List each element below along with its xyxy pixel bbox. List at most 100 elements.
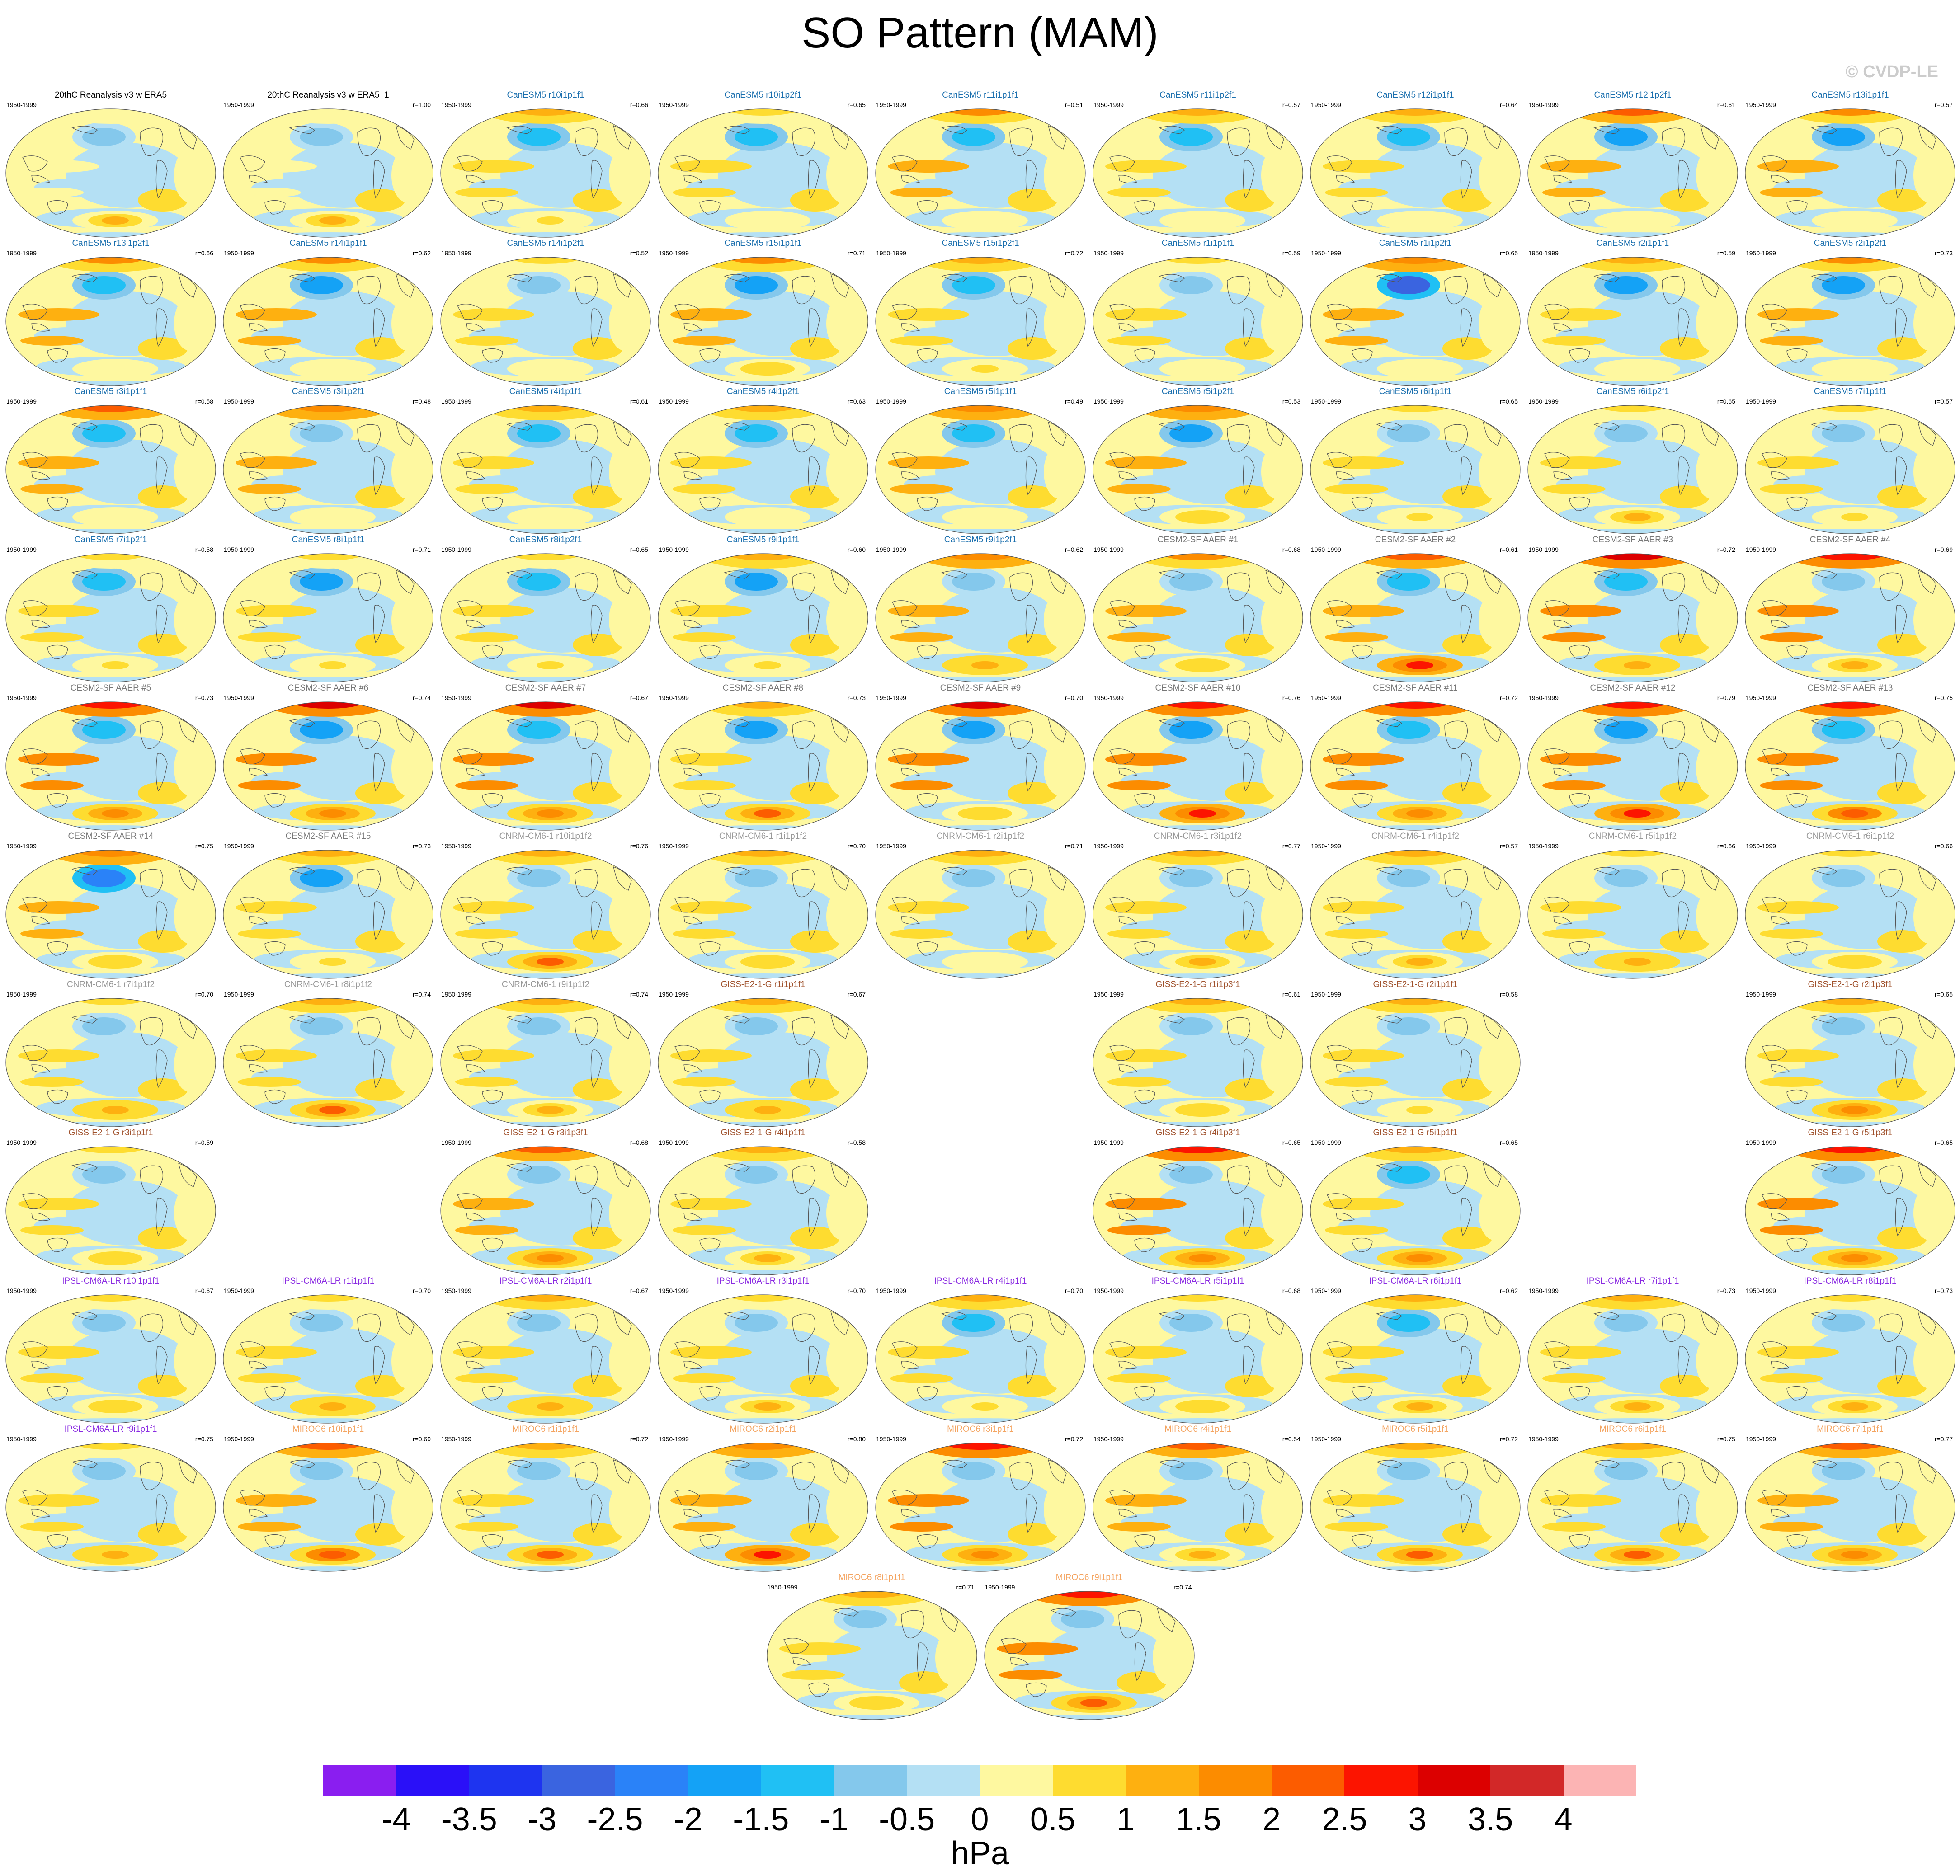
south-pacific-high	[1189, 513, 1216, 521]
positive-band	[1757, 160, 1839, 173]
positive-band	[18, 605, 99, 617]
credit-label: © CVDP-LE	[1845, 62, 1938, 81]
positive-band	[1105, 753, 1187, 766]
north-pacific-low	[1822, 869, 1865, 887]
positive-band	[1107, 780, 1171, 790]
south-pacific-high	[754, 365, 781, 373]
coastline	[1811, 1312, 1837, 1320]
panel-correlation: r=0.48	[412, 398, 431, 405]
panel-title: CNRM-CM6-1 r8i1p1f2	[284, 980, 372, 989]
positive-region	[1877, 1078, 1927, 1101]
north-pacific-low	[1604, 424, 1648, 442]
map-plot	[440, 850, 651, 979]
positive-band	[18, 308, 99, 321]
positive-band	[18, 1346, 99, 1359]
coastline	[792, 1017, 815, 1046]
panel-title: MIROC6 r2i1p1f1	[730, 1425, 796, 1434]
positive-band	[1540, 1346, 1621, 1359]
south-pacific-high	[754, 216, 781, 225]
coastline	[47, 1237, 68, 1252]
positive-region	[1442, 1078, 1492, 1101]
positive-band	[1542, 632, 1606, 642]
coastline	[808, 1049, 820, 1088]
positive-band	[1105, 456, 1187, 469]
coastline	[466, 1213, 485, 1221]
coastline	[264, 1534, 286, 1549]
antarctic-region	[1325, 1270, 1506, 1275]
coastline	[1569, 941, 1590, 956]
map-panel: GISS-E2-1-G r1i1p1f1 1950-1999 r=0.67	[657, 980, 869, 1129]
north-pacific-low	[517, 1166, 561, 1184]
panel-years: 1950-1999	[6, 101, 37, 108]
coastline	[792, 424, 815, 453]
coastline	[590, 901, 603, 940]
panel-years: 1950-1999	[1311, 991, 1341, 998]
map-panel: CanESM5 r2i1p1f1 1950-1999 r=0.59	[1527, 239, 1739, 388]
map-border	[875, 1294, 1086, 1424]
south-pacific-high	[537, 216, 564, 225]
map-border	[658, 108, 868, 238]
panel-years: 1950-1999	[659, 1139, 689, 1146]
antarctic-region	[1760, 232, 1941, 237]
panel-correlation: r=0.71	[412, 546, 431, 553]
coastline	[466, 768, 485, 776]
coastline	[1265, 718, 1284, 743]
coastline	[939, 1608, 958, 1632]
coastline	[466, 1064, 485, 1073]
coastline	[1677, 160, 1690, 199]
coastline	[1327, 155, 1352, 172]
antarctic-region	[1325, 232, 1506, 237]
south-pacific-high	[102, 513, 129, 521]
map-plot	[5, 257, 216, 386]
map-border	[440, 1146, 651, 1275]
map-border	[223, 701, 433, 831]
antarctic-region	[1107, 381, 1288, 386]
panel-years: 1950-1999	[441, 694, 471, 701]
positive-band	[18, 901, 99, 914]
positive-band	[1325, 1522, 1388, 1532]
south-pacific-high	[319, 1402, 346, 1411]
map-panel: CanESM5 r7i1p2f1 1950-1999 r=0.58	[5, 535, 217, 684]
north-pacific-low	[1169, 573, 1213, 591]
map-border	[1093, 553, 1303, 682]
coastline	[1677, 901, 1690, 940]
coastline	[1444, 1165, 1468, 1194]
positive-region	[1442, 930, 1492, 953]
antarctic-region	[1325, 973, 1506, 978]
coastline	[249, 768, 268, 776]
map-plot	[1745, 850, 1955, 979]
arctic-high	[72, 109, 149, 116]
coastline	[240, 897, 265, 913]
positive-region	[1044, 1334, 1075, 1388]
coastline	[699, 1089, 721, 1104]
positive-region	[790, 930, 840, 953]
positive-region	[1913, 148, 1945, 202]
coastline	[1811, 867, 1837, 875]
arctic-high	[72, 702, 149, 709]
antarctic-region	[238, 1418, 419, 1423]
coastline	[724, 126, 750, 134]
map-panel: GISS-E2-1-G r2i1p3f1 1950-1999 r=0.65	[1744, 980, 1956, 1129]
coastline	[1918, 866, 1936, 891]
coastline	[1048, 422, 1067, 446]
positive-region	[1044, 445, 1075, 499]
panel-title: CanESM5 r7i1p2f1	[74, 535, 147, 545]
positive-band	[1757, 1198, 1839, 1210]
map-plot	[1745, 1146, 1955, 1275]
arctic-high	[290, 702, 367, 709]
coastline	[941, 570, 967, 579]
positive-region	[355, 337, 405, 360]
positive-region	[1225, 337, 1275, 360]
positive-region	[1696, 296, 1728, 351]
coastline	[47, 496, 68, 511]
north-pacific-low	[82, 424, 126, 442]
positive-region	[1696, 1334, 1728, 1388]
coastline	[1048, 1459, 1067, 1484]
north-pacific-low	[300, 573, 343, 591]
antarctic-region	[455, 973, 636, 978]
coastline	[1569, 348, 1590, 363]
coastline	[1050, 1608, 1076, 1617]
coastline	[140, 1017, 163, 1046]
map-panel: CanESM5 r3i1p2f1 1950-1999 r=0.48	[222, 387, 434, 536]
positive-region	[1877, 634, 1927, 656]
